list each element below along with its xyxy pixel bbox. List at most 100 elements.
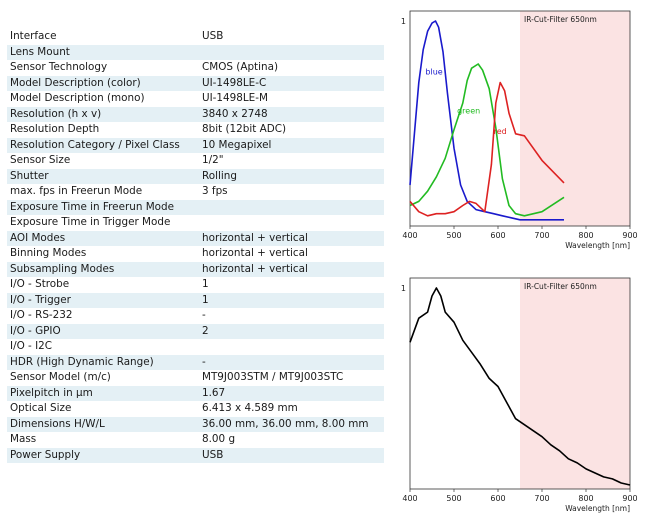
spec-row: Power Supply USB bbox=[7, 447, 384, 463]
spec-label: Model Description (mono) bbox=[10, 92, 145, 104]
y-tick-label: 1 bbox=[401, 284, 406, 293]
spec-label: I/O - Trigger bbox=[10, 293, 71, 306]
x-tick-label: 500 bbox=[446, 494, 461, 503]
spec-value: CMOS (Aptina) bbox=[202, 61, 279, 73]
spec-value: 1 bbox=[202, 278, 209, 290]
x-tick-label: 600 bbox=[490, 494, 505, 503]
series-label-green: green bbox=[457, 106, 480, 115]
spec-label: Resolution Category / Pixel Class bbox=[10, 138, 180, 151]
spec-label: Sensor Technology bbox=[10, 61, 108, 73]
spec-row: Lens Mount bbox=[7, 44, 384, 61]
spec-label: Pixelpitch in µm bbox=[10, 386, 93, 399]
spec-row: Model Description (mono) UI-1498LE-M bbox=[7, 91, 384, 107]
spec-row: Model Description (color) UI-1498LE-C bbox=[7, 75, 384, 91]
spec-value: Rolling bbox=[202, 169, 237, 182]
spec-row: Resolution Category / Pixel Class 10 Mega… bbox=[7, 137, 384, 153]
spec-row: Sensor Size 1/2" bbox=[7, 153, 384, 169]
x-tick-label: 600 bbox=[490, 231, 505, 240]
series-line-blue bbox=[409, 20, 564, 221]
spec-value: USB bbox=[202, 30, 224, 42]
spec-label: HDR (High Dynamic Range) bbox=[10, 355, 154, 368]
spec-value bbox=[199, 45, 384, 61]
spec-row: max. fps in Freerun Mode 3 fps bbox=[7, 184, 384, 200]
spec-label: I/O - RS-232 bbox=[10, 309, 73, 321]
spec-row: HDR (High Dynamic Range) - bbox=[7, 354, 384, 370]
spec-value: 6.413 x 4.589 mm bbox=[202, 402, 298, 414]
chart-svg: IR-Cut-Filter 650nm 400 500 600 700 800 900 1 Wa… bbox=[401, 277, 638, 513]
y-tick-label: 1 bbox=[401, 17, 406, 26]
x-tick-label: 700 bbox=[534, 231, 549, 240]
series-line-response bbox=[409, 287, 631, 486]
x-tick-label: 800 bbox=[578, 494, 593, 503]
rgb-spectral-chart: IR-Cut-Filter 650nm 400 500 600 700 800 900 1 Wa… bbox=[395, 6, 645, 254]
spec-label: Dimensions H/W/L bbox=[10, 417, 105, 430]
spec-label: max. fps in Freerun Mode bbox=[10, 185, 143, 197]
spec-row: Sensor Technology CMOS (Aptina) bbox=[7, 60, 384, 76]
x-axis-title: Wavelength [nm] bbox=[565, 504, 630, 513]
spec-label: Exposure Time in Trigger Mode bbox=[10, 216, 171, 228]
x-tick-label: 800 bbox=[578, 231, 593, 240]
spec-label: Mass bbox=[10, 433, 37, 445]
spec-value: 1 bbox=[202, 293, 209, 306]
spec-value: 1.67 bbox=[202, 386, 226, 399]
spec-label: Optical Size bbox=[10, 402, 72, 414]
spec-label: Sensor Model (m/c) bbox=[10, 371, 111, 383]
spec-label: Resolution Depth bbox=[10, 123, 100, 135]
x-tick-label: 900 bbox=[622, 494, 637, 503]
x-tick-label: 400 bbox=[402, 231, 417, 240]
spec-row: AOI Modes horizontal + vertical bbox=[7, 230, 384, 246]
ir-cut-label: IR-Cut-Filter 650nm bbox=[524, 282, 597, 291]
spec-value: UI-1498LE-M bbox=[202, 92, 268, 104]
spec-row: Interface USB bbox=[7, 29, 384, 45]
series-line-green bbox=[409, 63, 565, 217]
spec-row: I/O - Trigger 1 bbox=[7, 292, 384, 308]
spec-row: Dimensions H/W/L 36.00 mm, 36.00 mm, 8.00… bbox=[7, 416, 384, 432]
spec-value: 3 fps bbox=[202, 185, 228, 197]
series-line-red bbox=[409, 81, 565, 217]
spec-value: 8.00 g bbox=[202, 433, 236, 445]
spec-value: horizontal + vertical bbox=[202, 247, 308, 259]
ir-cut-region bbox=[520, 11, 630, 226]
spec-row: Exposure Time in Trigger Mode bbox=[7, 215, 384, 231]
x-tick-label: 400 bbox=[402, 494, 417, 503]
plot-frame bbox=[409, 10, 631, 227]
spec-value: MT9J003STM / MT9J003STC bbox=[202, 371, 344, 383]
spec-label: Subsampling Modes bbox=[10, 262, 115, 275]
x-tick-label: 700 bbox=[534, 494, 549, 503]
spec-value: USB bbox=[202, 448, 224, 461]
spec-label: AOI Modes bbox=[10, 231, 66, 244]
spec-label: Interface bbox=[10, 30, 57, 42]
ir-cut-region bbox=[520, 278, 630, 489]
chart-svg: IR-Cut-Filter 650nm 400 500 600 700 800 900 1 Wa… bbox=[401, 10, 638, 250]
spec-value: 3840 x 2748 bbox=[202, 107, 268, 120]
spec-value: 8bit (12bit ADC) bbox=[202, 123, 287, 135]
plot-frame bbox=[409, 277, 631, 490]
spec-value: UI-1498LE-C bbox=[202, 76, 267, 89]
x-tick-label: 900 bbox=[622, 231, 637, 240]
x-tick-label: 500 bbox=[446, 231, 461, 240]
spec-value: horizontal + vertical bbox=[202, 262, 308, 275]
spec-label: Shutter bbox=[10, 169, 49, 182]
spec-value bbox=[199, 200, 384, 216]
spec-value bbox=[199, 215, 384, 231]
series-label-blue: blue bbox=[425, 67, 442, 76]
spec-value: - bbox=[202, 309, 206, 321]
spec-value: 36.00 mm, 36.00 mm, 8.00 mm bbox=[202, 417, 369, 430]
spec-row: Resolution (h x v) 3840 x 2748 bbox=[7, 106, 384, 122]
spec-row: I/O - Strobe 1 bbox=[7, 277, 384, 293]
spec-row: Exposure Time in Freerun Mode bbox=[7, 199, 384, 216]
spec-row: Shutter Rolling bbox=[7, 168, 384, 184]
spec-value: horizontal + vertical bbox=[202, 231, 308, 244]
spec-value: 2 bbox=[202, 324, 209, 337]
spec-row: Resolution Depth 8bit (12bit ADC) bbox=[7, 122, 384, 138]
spec-value bbox=[199, 339, 384, 355]
spec-label: Resolution (h x v) bbox=[10, 107, 102, 120]
spec-label: I/O - I2C bbox=[10, 340, 53, 352]
spec-label: Sensor Size bbox=[10, 154, 71, 166]
spec-row: I/O - GPIO 2 bbox=[7, 323, 384, 339]
spec-row: Mass 8.00 g bbox=[7, 432, 384, 448]
series-label-red: red bbox=[494, 127, 507, 136]
spec-row: I/O - I2C bbox=[7, 339, 384, 355]
spec-value: 1/2" bbox=[202, 154, 224, 166]
spec-row: I/O - RS-232 - bbox=[7, 308, 384, 324]
